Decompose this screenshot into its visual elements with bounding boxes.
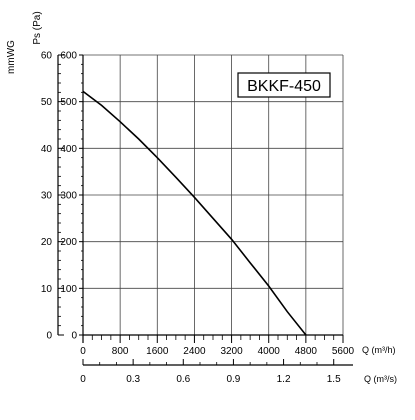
x-tick-label-m3s: 0.9 — [226, 374, 240, 385]
x-tick-label-m3s: 0.6 — [176, 374, 190, 385]
x-tick-label-m3s: 0 — [80, 374, 86, 385]
y-tick-label-mmwg: 0 — [46, 331, 52, 342]
title-box — [237, 72, 331, 98]
y-tick-label-mmwg: 10 — [41, 284, 53, 295]
grid — [83, 54, 344, 335]
y-tick-label-ps: 200 — [60, 237, 77, 248]
y-tick-label-ps: 300 — [60, 191, 77, 202]
ticks — [58, 54, 344, 365]
y-tick-label-mmwg: 40 — [41, 144, 53, 155]
y-tick-label-mmwg: 50 — [41, 97, 53, 108]
y-axis-label-ps: Ps (Pa) — [32, 11, 43, 44]
y-tick-label-mmwg: 20 — [41, 237, 53, 248]
x-axis-label-m3s: Q (m³/s) — [364, 374, 397, 384]
x-tick-label-m3h: 2400 — [183, 346, 206, 357]
x-tick-label-m3s: 1.2 — [277, 374, 291, 385]
y-tick-label-ps: 100 — [60, 284, 77, 295]
y-tick-label-mmwg: 30 — [41, 191, 53, 202]
x-tick-label-m3h: 3200 — [220, 346, 243, 357]
chart-title: BKKF-450 — [247, 78, 321, 95]
x-tick-label-m3s: 0.3 — [126, 374, 140, 385]
y-tick-label-mmwg: 60 — [41, 51, 53, 62]
y-axis-label-mmwg: mmWG — [6, 40, 17, 74]
x-tick-label-m3s: 1.5 — [327, 374, 341, 385]
y-tick-label-ps: 0 — [71, 331, 77, 342]
x-tick-label-m3h: 4800 — [295, 346, 318, 357]
series-line-bkkf-450 — [82, 90, 307, 336]
x-tick-label-m3h: 0 — [80, 346, 86, 357]
y-tick-label-ps: 400 — [60, 144, 77, 155]
x-tick-label-m3h: 5600 — [332, 346, 355, 357]
x-tick-label-m3h: 800 — [112, 346, 129, 357]
x-axis-label-m3h: Q (m³/h) — [362, 345, 396, 355]
x-tick-label-m3h: 1600 — [146, 346, 169, 357]
y-tick-label-ps: 500 — [60, 97, 77, 108]
y-tick-label-ps: 600 — [60, 51, 77, 62]
series-layer — [82, 90, 307, 336]
x-tick-label-m3h: 4000 — [258, 346, 281, 357]
